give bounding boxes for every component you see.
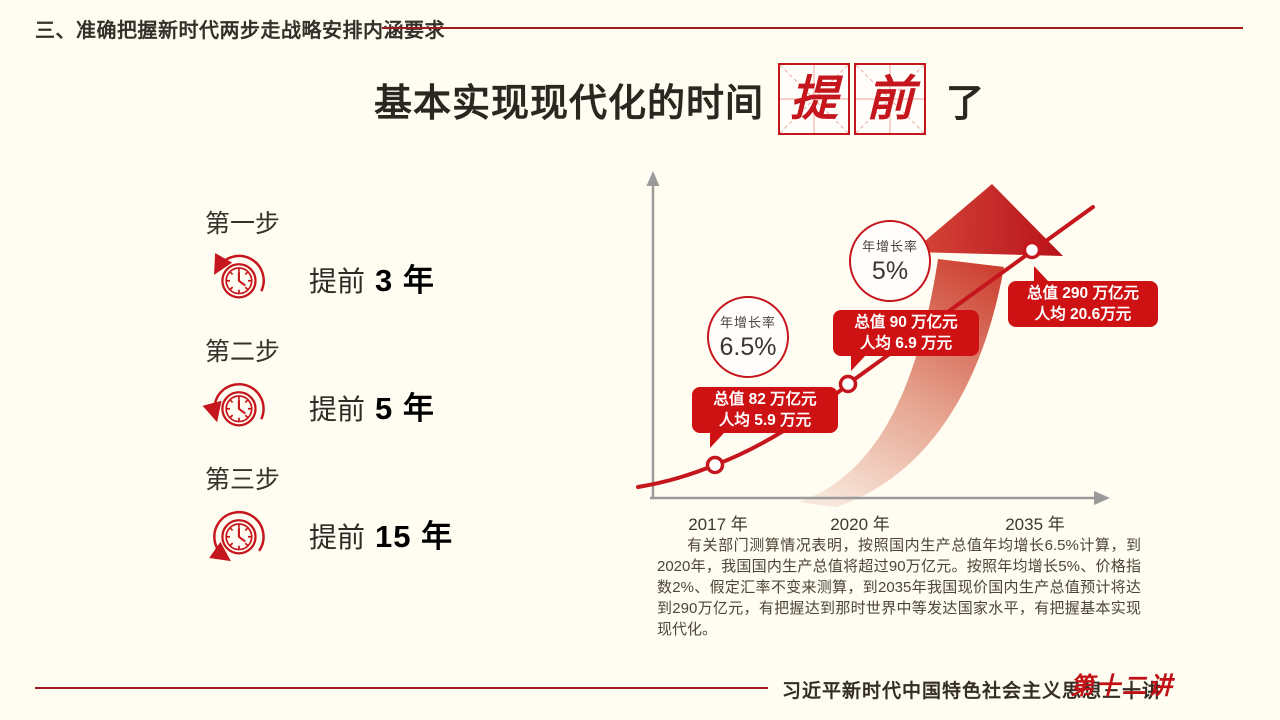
advance-label: 提前 xyxy=(309,265,366,297)
step-1-label: 第一步 xyxy=(205,210,281,238)
title-highlight-boxes: 提 前 xyxy=(778,63,927,135)
footer-rule xyxy=(35,687,768,689)
y-axis xyxy=(646,171,660,498)
step-2-row: 提前 5 年 xyxy=(203,370,533,440)
footer-lecture-badge: 第十二讲 xyxy=(1070,671,1174,700)
data-label-line1: 总值 90 万亿元 xyxy=(854,314,958,331)
data-point-2020 xyxy=(838,374,858,394)
growth-rate-label: 年增长率 xyxy=(719,315,776,330)
callout-pointer-icon xyxy=(851,356,865,371)
growth-rate-badge-6-5: 年增长率 6.5% xyxy=(707,296,789,378)
slide-title: 基本实现现代化的时间 提 前 了 xyxy=(374,60,984,138)
step-2: 第二步 提前 5 年 xyxy=(203,332,533,440)
highlight-char-1: 提 xyxy=(790,71,839,127)
rewind-clock-icon xyxy=(209,511,265,562)
step-2-label: 第二步 xyxy=(205,338,281,366)
section-title: 三、准确把握新时代两步走战略安排内涵要求 xyxy=(35,20,445,42)
rice-grid-icon xyxy=(856,65,925,133)
step-3-row: 提前 15 年 xyxy=(203,498,533,568)
rewind-clock-icon xyxy=(203,382,265,427)
advance-years: 15 年 xyxy=(375,518,454,554)
step-3-text: 提前 15 年 xyxy=(309,511,453,556)
growth-rate-label: 年增长率 xyxy=(861,239,918,254)
data-label-line2: 人均 20.6万元 xyxy=(1034,306,1132,323)
data-points xyxy=(705,240,1042,475)
rewind-clock-icon xyxy=(214,252,265,299)
step-1-text: 提前 3 年 xyxy=(309,255,435,300)
data-point-2017 xyxy=(705,455,725,475)
advance-label: 提前 xyxy=(309,393,366,425)
x-tick-2017: 2017 年 xyxy=(688,515,748,534)
calligraphy-grid-box: 前 xyxy=(854,63,927,135)
step-3: 第三步 提前 15 年 xyxy=(203,460,533,568)
data-label-line2: 人均 6.9 万元 xyxy=(859,335,953,352)
callout-pointer-icon xyxy=(710,433,724,448)
title-suffix: 了 xyxy=(946,82,985,125)
x-axis xyxy=(650,491,1110,505)
growth-rate-value: 6.5% xyxy=(719,333,777,361)
data-label-2017: 总值 82 万亿元 人均 5.9 万元 xyxy=(692,387,838,448)
step-2-text: 提前 5 年 xyxy=(309,383,435,428)
data-point-2035 xyxy=(1022,240,1042,260)
data-label-line1: 总值 82 万亿元 xyxy=(713,391,817,408)
title-prefix: 基本实现现代化的时间 xyxy=(374,82,765,125)
calligraphy-grid-box: 提 xyxy=(778,63,851,135)
step-1-row: 提前 3 年 xyxy=(203,242,533,312)
step-3-label: 第三步 xyxy=(205,466,281,494)
step-1: 第一步 提前 3 年 xyxy=(203,204,533,312)
header-rule xyxy=(382,27,1243,29)
data-label-line2: 人均 5.9 万元 xyxy=(718,412,812,429)
growth-rate-badge-5: 年增长率 5% xyxy=(849,220,931,302)
callout-pointer-icon xyxy=(1034,266,1048,281)
data-label-2020: 总值 90 万亿元 人均 6.9 万元 xyxy=(833,310,979,371)
footer-book-title: 习近平新时代中国特色社会主义思想三十讲 xyxy=(782,681,1163,702)
growth-rate-value: 5% xyxy=(871,257,909,285)
x-tick-2020: 2020 年 xyxy=(830,515,890,534)
highlight-char-2: 前 xyxy=(866,71,915,127)
advance-years: 5 年 xyxy=(375,390,435,426)
data-label-2035: 总值 290 万亿元 人均 20.6万元 xyxy=(1008,266,1158,327)
data-label-line1: 总值 290 万亿元 xyxy=(1027,285,1139,302)
chart-note: 有关部门测算情况表明，按照国内生产总值年均增长6.5%计算，到2020年，我国国… xyxy=(657,537,1141,638)
advance-years: 3 年 xyxy=(375,262,435,298)
advance-label: 提前 xyxy=(309,521,366,553)
x-tick-2035: 2035 年 xyxy=(1005,515,1065,534)
rice-grid-icon xyxy=(780,65,849,133)
